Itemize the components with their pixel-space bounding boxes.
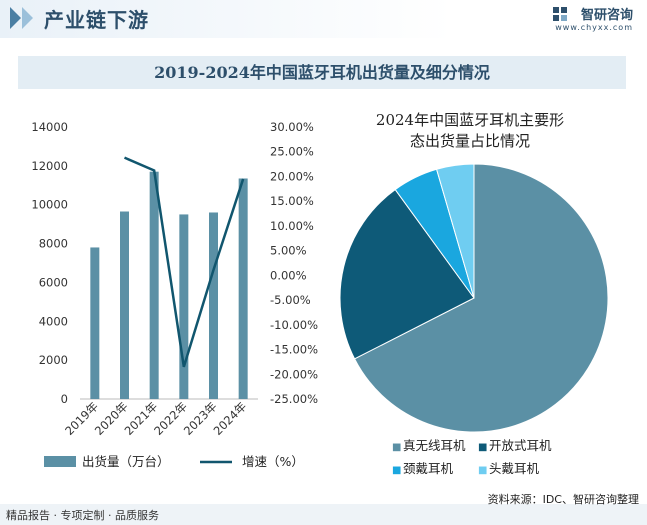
y-left-tick-label: 10000	[31, 198, 68, 212]
y-right-tick-label: -15.00%	[270, 343, 318, 357]
brand-block: 智研咨询 www.chyxx.com	[555, 4, 633, 32]
footer-tagline: 精品报告 · 专项定制 · 品质服务	[6, 509, 159, 522]
chevron-icon	[10, 7, 21, 29]
header-band: 产业链下游 智研咨询 www.chyxx.com	[0, 0, 647, 38]
y-left-tick-label: 2000	[39, 353, 68, 367]
x-tick-label: 2024年	[211, 399, 250, 438]
y-left-tick-label: 6000	[39, 275, 68, 289]
bar	[90, 247, 100, 399]
y-right-tick-label: 10.00%	[270, 219, 314, 233]
growth-line	[124, 156, 245, 368]
bar	[120, 211, 129, 399]
brand-logo-icon	[553, 7, 567, 21]
legend-label: 头戴耳机	[489, 461, 540, 476]
pie-title: 2024年中国蓝牙耳机主要形 态出货量占比情况	[350, 110, 590, 152]
y-left-tick-label: 8000	[39, 237, 68, 251]
legend-label: 真无线耳机	[403, 438, 466, 453]
legend-marker: ■	[392, 442, 401, 453]
y-left-tick-label: 12000	[31, 159, 68, 173]
pie-title-line: 2024年中国蓝牙耳机主要形	[375, 111, 565, 129]
y-right-tick-label: 0.00%	[270, 268, 307, 282]
y-left-tick-label: 0	[61, 392, 68, 406]
y-right-tick-label: -10.00%	[270, 318, 318, 332]
legend-marker: ■	[478, 442, 487, 453]
bar	[209, 212, 218, 399]
pie-slice	[339, 188, 475, 360]
y-left-tick-label: 4000	[39, 314, 68, 328]
brand-name: 智研咨询	[580, 8, 633, 23]
main-title: 2019-2024年中国蓝牙耳机出货量及细分情况	[18, 56, 626, 89]
y-right-tick-label: -5.00%	[270, 293, 311, 307]
source-note: 资料来源：IDC、智研咨询整理	[487, 493, 639, 506]
y-right-tick-label: -25.00%	[270, 392, 318, 406]
legend-label: 颈戴耳机	[403, 461, 454, 476]
pie-slice	[353, 163, 609, 433]
legend-label: 开放式耳机	[489, 438, 552, 453]
bar	[238, 178, 248, 399]
legend-bar-label: 出货量（万台）	[82, 454, 170, 469]
chevron-icon	[22, 7, 33, 29]
legend-bar-swatch	[44, 456, 76, 467]
brand-url: www.chyxx.com	[555, 23, 633, 32]
pie-title-line: 态出货量占比情况	[409, 132, 530, 150]
y-left-tick-label: 14000	[31, 120, 68, 134]
bar	[179, 214, 189, 399]
y-right-tick-label: 5.00%	[270, 244, 307, 258]
y-right-tick-label: 30.00%	[270, 120, 314, 134]
y-right-tick-label: 15.00%	[270, 194, 314, 208]
bar	[149, 171, 159, 399]
header-title: 产业链下游	[44, 8, 149, 32]
legend-marker: ■	[478, 465, 487, 476]
y-right-tick-label: 25.00%	[270, 145, 314, 159]
combo-chart: 0 2000 4000 6000 8000 10000 12000 14000 -25.00% -…	[31, 120, 318, 469]
footer: 精品报告 · 专项定制 · 品质服务 资料来源：IDC、智研咨询整理	[0, 493, 647, 525]
legend-marker: ■	[392, 465, 401, 476]
y-right-tick-label: -20.00%	[270, 367, 318, 381]
y-right-tick-label: 20.00%	[270, 169, 314, 183]
pie-slice	[435, 163, 475, 299]
legend-line-label: 增速（%）	[242, 454, 304, 469]
pie-chart: ■ 真无线耳机 ■ 开放式耳机■ 颈戴耳机 ■ 头戴耳机	[339, 163, 609, 476]
